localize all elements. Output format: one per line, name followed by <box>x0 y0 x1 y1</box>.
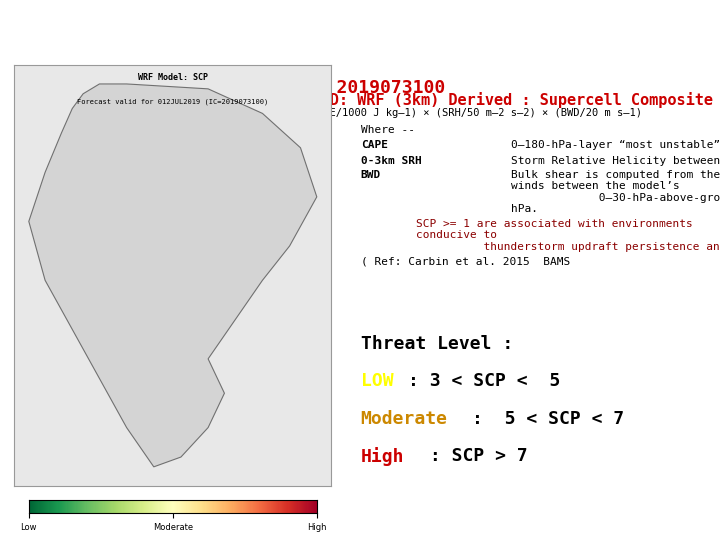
Text: BWD: BWD <box>361 170 381 180</box>
Text: Forecast valid for 012JUL2019 (IC=2019073100): Forecast valid for 012JUL2019 (IC=201907… <box>77 98 269 105</box>
Polygon shape <box>29 84 317 467</box>
Text: : SCP > 7: : SCP > 7 <box>419 447 528 465</box>
Text: Storm Relative Helicity between 0-3km: Storm Relative Helicity between 0-3km <box>511 156 720 166</box>
Text: Bulk shear is computed from the u and v
winds between the model’s
             0: Bulk shear is computed from the u and v … <box>511 170 720 214</box>
Text: CAPE: CAPE <box>361 140 387 150</box>
Text: WRF Model: SCP: WRF Model: SCP <box>138 73 208 82</box>
Text: :  5 < SCP < 7: : 5 < SCP < 7 <box>472 410 624 428</box>
Text: 0-3km SRH: 0-3km SRH <box>361 156 421 166</box>
Text: IC: 2019073100: IC: 2019073100 <box>293 79 445 97</box>
Text: Moderate: Moderate <box>361 410 448 428</box>
Text: ( Ref: Carbin et al. 2015  BAMS: ( Ref: Carbin et al. 2015 BAMS <box>361 256 570 266</box>
Text: LOW: LOW <box>361 373 393 390</box>
Text: Hourly evolution of IMD: WRF (3km) Derived : Supercell Composite Parameter: Hourly evolution of IMD: WRF (3km) Deriv… <box>129 92 720 108</box>
Text: High: High <box>361 447 404 467</box>
Text: SCP >= 1 are associated with environments
conducive to
          thunderstorm up: SCP >= 1 are associated with environment… <box>416 219 720 252</box>
Text: : 3 < SCP <  5: : 3 < SCP < 5 <box>408 373 560 390</box>
Text: 0–180-hPa-layer “most unstable”: 0–180-hPa-layer “most unstable” <box>511 140 720 150</box>
Text: Where --: Where -- <box>361 125 415 135</box>
Text: SCP = (CAPE/1000 J kg–1) × (SRH/50 m–2 s–2) × (BWD/20 m s–1): SCP = (CAPE/1000 J kg–1) × (SRH/50 m–2 s… <box>267 109 642 118</box>
Text: Threat Level :: Threat Level : <box>361 335 513 353</box>
